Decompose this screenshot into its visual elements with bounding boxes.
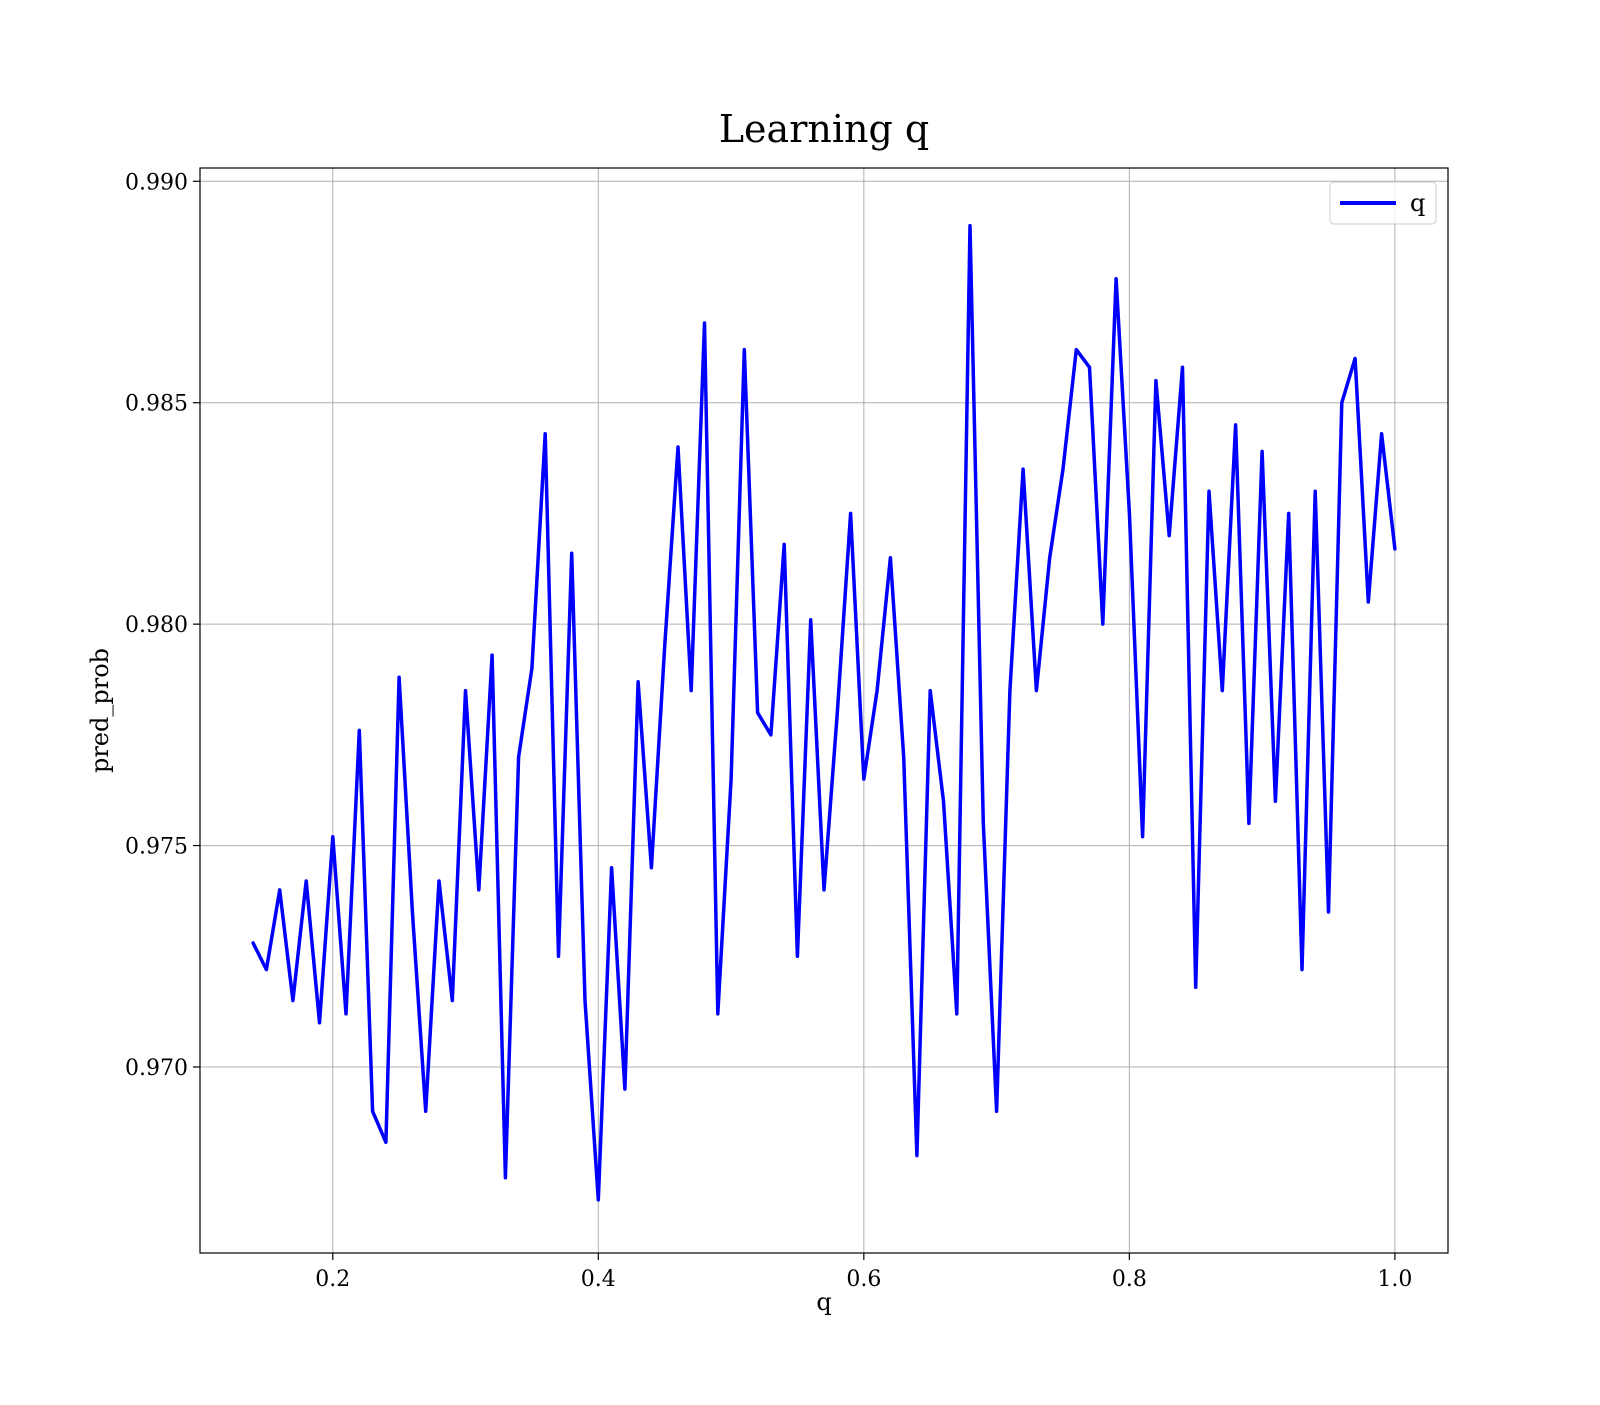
chart-title: Learning q bbox=[719, 107, 929, 151]
x-tick-label: 0.4 bbox=[581, 1267, 616, 1292]
x-tick-label: 0.6 bbox=[846, 1267, 881, 1292]
y-axis-label: pred_prob bbox=[86, 648, 114, 773]
legend-label: q bbox=[1410, 189, 1425, 217]
x-axis-label: q bbox=[816, 1288, 831, 1316]
y-tick-label: 0.990 bbox=[125, 170, 188, 195]
legend: q bbox=[1329, 181, 1437, 225]
y-tick-label: 0.970 bbox=[125, 1056, 188, 1081]
y-tick-label: 0.985 bbox=[125, 392, 188, 417]
y-tick-label: 0.980 bbox=[125, 613, 188, 638]
series-line-q bbox=[251, 223, 1397, 1202]
y-tick-label: 0.975 bbox=[125, 835, 188, 860]
tick-layer: 0.2 0.4 0.6 0.8 1.0 0.970 0.975 0.980 0.985 0.990 bbox=[125, 170, 1412, 1292]
x-tick-label: 0.8 bbox=[1112, 1267, 1147, 1292]
plot-frame bbox=[199, 167, 1449, 1254]
x-tick-label: 0.2 bbox=[315, 1267, 350, 1292]
x-tick-label: 1.0 bbox=[1377, 1267, 1412, 1292]
series-layer bbox=[251, 223, 1397, 1202]
